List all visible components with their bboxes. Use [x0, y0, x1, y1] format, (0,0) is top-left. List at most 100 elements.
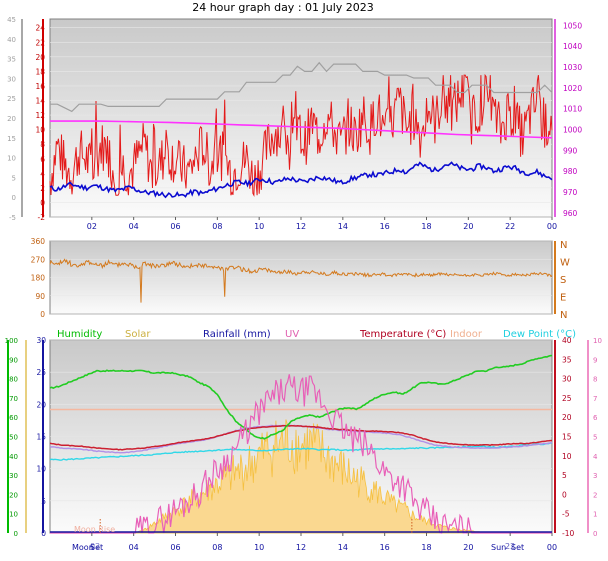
chart-title: 24 hour graph day : 01 July 2023	[192, 1, 374, 14]
far-left-tick-label: 10	[7, 155, 16, 163]
wind-x-tick-label: 12	[296, 222, 306, 231]
uv-tick-label: 4	[593, 453, 598, 461]
barometer-tick-label: 960	[563, 209, 578, 218]
compass-label: N	[560, 310, 567, 321]
uv-tick-label: 10	[593, 337, 602, 345]
direction-tick-label: 0	[40, 310, 45, 319]
environment-x-tick-label: 16	[380, 543, 390, 552]
environment-x-tick-label: 10	[254, 543, 264, 552]
direction-tick-label: 270	[31, 255, 46, 264]
wind-left-tick-label: 16	[35, 82, 45, 91]
wind-left-tick-label: 12	[35, 111, 45, 120]
compass-label: W	[560, 258, 570, 269]
direction-tick-label: 360	[31, 237, 46, 246]
far-left-tick-label: 30	[7, 75, 16, 83]
humidity-tick-label: 90	[9, 356, 18, 364]
wind-x-tick-label: 22	[505, 222, 515, 231]
wind-left-tick-label: 24	[35, 24, 45, 33]
humidity-tick-label: 50	[9, 434, 18, 442]
wind-left-tick-label: -2	[38, 213, 46, 222]
temperature-tick-label: 10	[562, 452, 572, 461]
temperature-tick-label: 5	[562, 471, 567, 480]
direction-tick-label: 180	[31, 274, 46, 283]
humidity-tick-label: 0	[14, 530, 18, 538]
wind-gray-series	[50, 61, 553, 113]
environment-x-tick-label: 06	[170, 543, 180, 552]
humidity-tick-label: 70	[9, 395, 18, 403]
wind-x-tick-label: 06	[170, 222, 180, 231]
wind-average-series	[49, 161, 553, 199]
sun-set-label: Set	[511, 543, 524, 552]
temperature-tick-label: 20	[562, 413, 572, 422]
rainfall-tick-label: 30	[36, 336, 46, 345]
far-left-tick-label: 45	[7, 16, 16, 24]
temperature-tick-label: 35	[562, 355, 572, 364]
wind-x-tick-label: 16	[380, 222, 390, 231]
uv-tick-label: 3	[593, 472, 597, 480]
uv-tick-label: 0	[593, 530, 597, 538]
environment-x-tick-label: 20	[463, 543, 473, 552]
barometer-tick-label: 970	[563, 188, 578, 197]
wind-left-tick-label: 14	[35, 97, 45, 106]
wind-left-tick-label: 18	[35, 67, 45, 76]
wind-plot-area	[49, 18, 553, 218]
legend-entry: Solar	[125, 329, 151, 340]
legend-entry: Indoor	[450, 329, 483, 340]
direction-tick-label: 90	[35, 292, 45, 301]
uv-tick-label: 1	[593, 511, 597, 519]
sun-overlap-tick-label: 22	[505, 542, 515, 551]
dew-point-series	[49, 442, 553, 461]
far-left-tick-label: 0	[12, 194, 16, 202]
uv-tick-label: 2	[593, 491, 597, 499]
far-left-tick-label: 15	[7, 135, 16, 143]
environment-x-tick-label: 12	[296, 543, 306, 552]
rainfall-tick-label: 0	[41, 529, 46, 538]
barometer-series	[50, 120, 553, 139]
barometer-tick-label: 1040	[563, 42, 582, 51]
temperature-tick-label: 15	[562, 433, 572, 442]
far-left-tick-label: 25	[7, 95, 16, 103]
legend-entry: Dew Point (°C)	[503, 329, 576, 340]
temperature-tick-label: 40	[562, 336, 572, 345]
legend-entry: Rainfall (mm)	[203, 329, 271, 340]
barometer-tick-label: 1050	[563, 21, 582, 30]
barometer-tick-label: 1000	[563, 125, 582, 134]
barometer-tick-label: 1020	[563, 84, 582, 93]
temperature-tick-label: -10	[562, 529, 574, 538]
temperature-tick-label: -5	[562, 510, 570, 519]
wind-direction-series	[49, 258, 553, 303]
uv-tick-label: 9	[593, 356, 597, 364]
humidity-tick-label: 20	[9, 491, 18, 499]
wind-gust-series	[49, 73, 553, 198]
temperature-tick-label: 30	[562, 375, 572, 384]
humidity-tick-label: 80	[9, 376, 18, 384]
wind-x-tick-label: 18	[421, 222, 431, 231]
wind-x-tick-label: 00	[547, 222, 557, 231]
compass-label: E	[560, 293, 566, 304]
wind-x-tick-label: 04	[129, 222, 139, 231]
wind-x-tick-label: 20	[463, 222, 473, 231]
humidity-tick-label: 10	[9, 511, 18, 519]
sun-label: Sun	[491, 543, 506, 552]
wind-left-tick-label: 10	[35, 126, 45, 135]
uv-tick-label: 5	[593, 434, 597, 442]
far-left-tick-label: 20	[7, 115, 16, 123]
legend-entry: UV	[285, 329, 299, 340]
wind-x-tick-label: 02	[87, 222, 97, 231]
humidity-series	[49, 354, 553, 440]
rainfall-tick-label: 20	[36, 400, 46, 409]
rainfall-tick-label: 25	[36, 368, 46, 377]
wind-left-tick-label: 20	[35, 53, 45, 62]
far-left-tick-label: 40	[7, 36, 16, 44]
environment-x-tick-label: 04	[129, 543, 139, 552]
barometer-tick-label: 980	[563, 167, 578, 176]
compass-label: N	[560, 240, 567, 251]
barometer-tick-label: 1030	[563, 63, 582, 72]
legend-entry: Humidity	[57, 329, 102, 340]
uv-tick-label: 7	[593, 395, 597, 403]
wind-x-tick-label: 10	[254, 222, 264, 231]
humidity-tick-label: 40	[9, 453, 18, 461]
compass-label: S	[560, 275, 566, 286]
far-left-tick-label: 5	[12, 174, 16, 182]
